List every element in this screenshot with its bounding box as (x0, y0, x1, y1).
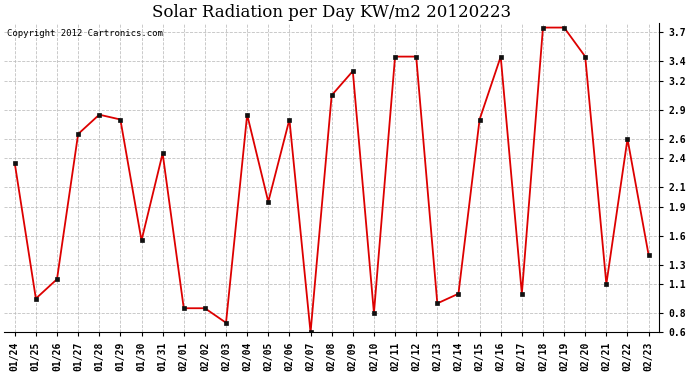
Title: Solar Radiation per Day KW/m2 20120223: Solar Radiation per Day KW/m2 20120223 (152, 4, 511, 21)
Text: Copyright 2012 Cartronics.com: Copyright 2012 Cartronics.com (8, 29, 164, 38)
